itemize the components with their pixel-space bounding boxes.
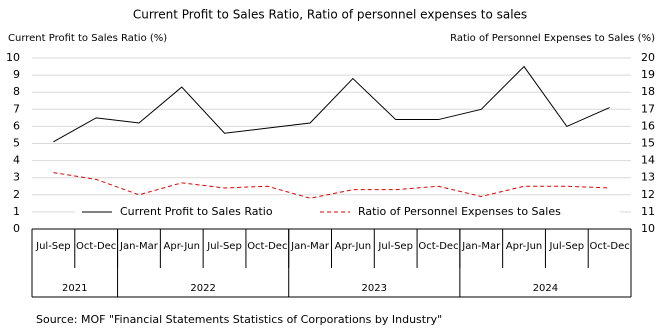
y-tick-label: 3: [13, 171, 20, 184]
y2-tick-label: 10: [641, 222, 655, 235]
x-tick-label: Jan-Mar: [461, 241, 501, 252]
series-line: [53, 65, 610, 143]
x-tick-label: Oct-Dec: [76, 241, 116, 252]
y2-tick-label: 17: [641, 102, 655, 115]
y2-tick-label: 20: [641, 51, 655, 64]
legend-box: [75, 203, 620, 221]
x-tick-label: Jan-Mar: [290, 241, 330, 252]
y2-axis-label: Ratio of Personnel Expenses to Sales (%): [450, 33, 655, 44]
y2-tick-label: 18: [641, 85, 655, 98]
x-tick-label: Oct-Dec: [418, 241, 458, 252]
x-group-label: 2021: [62, 283, 87, 294]
y-tick-label: 5: [13, 137, 20, 150]
x-tick-label: Jul-Sep: [549, 241, 585, 252]
source: Source: MOF "Financial Statements Statis…: [36, 313, 442, 326]
y2-tick-label: 13: [641, 171, 655, 184]
legend-label: Ratio of Personnel Expenses to Sales: [358, 205, 561, 218]
x-tick-label: Jan-Mar: [119, 241, 159, 252]
x-tick-label: Jul-Sep: [377, 241, 413, 252]
y2-tick-label: 16: [641, 119, 655, 132]
y-tick-label: 7: [13, 102, 20, 115]
y-tick-label: 6: [13, 119, 20, 132]
chart-title: Current Profit to Sales Ratio, Ratio of …: [133, 8, 527, 22]
x-tick-label: Apr-Jun: [506, 241, 542, 252]
x-tick-label: Oct-Dec: [589, 241, 629, 252]
x-group-label: 2023: [362, 283, 387, 294]
y2-tick-label: 15: [641, 137, 655, 150]
x-tick-label: Apr-Jun: [164, 241, 200, 252]
y-tick-label: 10: [6, 51, 20, 64]
legend-label: Current Profit to Sales Ratio: [120, 205, 273, 218]
x-tick-label: Oct-Dec: [247, 241, 287, 252]
x-tick-label: Apr-Jun: [335, 241, 371, 252]
y-tick-label: 9: [13, 68, 20, 81]
x-group-label: 2024: [533, 283, 558, 294]
y2-tick-label: 12: [641, 188, 655, 201]
x-tick-label: Jul-Sep: [35, 241, 71, 252]
y-tick-label: 4: [13, 154, 20, 167]
y-axis-label: Current Profit to Sales Ratio (%): [8, 33, 167, 44]
x-group-label: 2022: [190, 283, 215, 294]
y-tick-label: 1: [13, 205, 20, 218]
x-tick-label: Jul-Sep: [206, 241, 242, 252]
y-tick-label: 8: [13, 85, 20, 98]
y2-tick-label: 19: [641, 68, 655, 81]
y-tick-label: 2: [13, 188, 20, 201]
y2-tick-label: 14: [641, 154, 655, 167]
y2-tick-label: 11: [641, 205, 655, 218]
y-tick-label: 0: [13, 222, 20, 235]
